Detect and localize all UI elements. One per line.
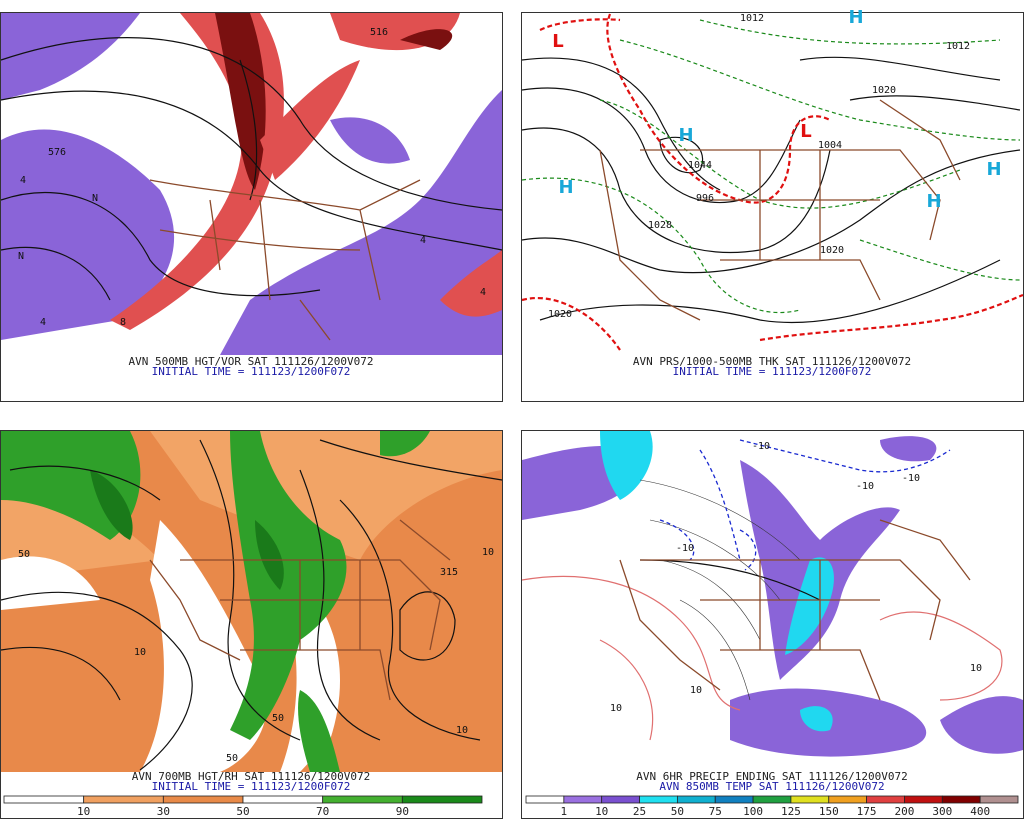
colorbar-label: 1 xyxy=(561,805,568,818)
map-label: 8 xyxy=(120,317,126,328)
colorbar-label: 70 xyxy=(316,805,329,818)
map-label: 10 xyxy=(690,685,702,696)
colorbar-box xyxy=(639,795,678,804)
panel-frame xyxy=(521,12,1024,402)
map-label: -10 xyxy=(752,441,770,452)
colorbar-box xyxy=(563,795,603,804)
colorbar-label: 10 xyxy=(77,805,90,818)
map-label: 1020 xyxy=(872,85,896,96)
caption: AVN PRS/1000-500MB THK SAT 111126/1200V0… xyxy=(633,355,911,368)
map-label: 10 xyxy=(970,663,982,674)
colorbar-box xyxy=(401,795,483,804)
map-label: -10 xyxy=(856,481,874,492)
map-label: 315 xyxy=(440,567,458,578)
caption: AVN 500MB HGT/VOR SAT 111126/1200V072 xyxy=(128,355,373,368)
map-label: -10 xyxy=(676,543,694,554)
colorbar-box xyxy=(676,795,716,804)
map-label: 1012 xyxy=(740,13,764,24)
high-marker: H xyxy=(986,159,1001,180)
colorbar-box xyxy=(828,795,868,804)
map-label: N xyxy=(18,251,24,262)
colorbar-label: 300 xyxy=(932,805,952,818)
map-label: N xyxy=(92,193,98,204)
colorbar-label: 10 xyxy=(595,805,608,818)
map-label: 4 xyxy=(480,287,486,298)
map-label: 516 xyxy=(370,27,388,38)
colorbar-label: 30 xyxy=(157,805,170,818)
subcaption: INITIAL TIME = 111123/1200F072 xyxy=(673,365,872,378)
high-marker: H xyxy=(558,177,573,198)
map-label: 1020 xyxy=(820,245,844,256)
subcaption: AVN 850MB TEMP SAT 111126/1200V072 xyxy=(659,780,884,793)
colorbar-label: 400 xyxy=(970,805,990,818)
colorbar-label: 150 xyxy=(819,805,839,818)
map-label: 996 xyxy=(696,193,714,204)
high-marker: H xyxy=(926,191,941,212)
colorbar-label: 90 xyxy=(396,805,409,818)
map-label: 1044 xyxy=(688,160,712,171)
map-label: 1012 xyxy=(946,41,970,52)
high-marker: H xyxy=(848,7,863,28)
map-label: 576 xyxy=(48,147,66,158)
colorbar-box xyxy=(525,795,565,804)
colorbar-box xyxy=(904,795,943,804)
subcaption: INITIAL TIME = 111123/1200F072 xyxy=(152,780,351,793)
colorbar-box xyxy=(83,795,164,804)
colorbar-box xyxy=(979,795,1019,804)
colorbar-label: 100 xyxy=(743,805,763,818)
map-label: 1028 xyxy=(648,220,672,231)
low-marker: L xyxy=(800,121,811,142)
colorbar-box xyxy=(162,795,244,804)
map-700mb xyxy=(0,431,503,772)
colorbar-box xyxy=(941,795,981,804)
colorbar-box xyxy=(242,795,324,804)
map-label: 1020 xyxy=(548,309,572,320)
map-label: 10 xyxy=(134,647,146,658)
colorbar-label: 50 xyxy=(671,805,684,818)
map-label: 50 xyxy=(272,713,284,724)
colorbar-box xyxy=(752,795,792,804)
map-label: 10 xyxy=(456,725,468,736)
map-label: -10 xyxy=(902,473,920,484)
map-label: 4 xyxy=(420,235,426,246)
subcaption: INITIAL TIME = 111123/1200F072 xyxy=(152,365,351,378)
caption: AVN 700MB HGT/RH SAT 111126/1200V072 xyxy=(132,770,370,783)
map-label: 1004 xyxy=(818,140,842,151)
colorbar-label: 175 xyxy=(857,805,877,818)
map-500mb xyxy=(0,13,503,355)
colorbar-label: 25 xyxy=(633,805,646,818)
map-label: 10 xyxy=(482,547,494,558)
map-precip xyxy=(521,431,1023,772)
map-label: 50 xyxy=(18,549,30,560)
colorbar-label: 50 xyxy=(236,805,249,818)
map-label: 4 xyxy=(20,175,26,186)
colorbar-box xyxy=(3,795,85,804)
colorbar-label: 125 xyxy=(781,805,801,818)
colorbar-box xyxy=(790,795,830,804)
high-marker: H xyxy=(678,125,693,146)
colorbar-label: 200 xyxy=(895,805,915,818)
map-label: 10 xyxy=(610,703,622,714)
colorbar-box xyxy=(866,795,905,804)
map-label: 4 xyxy=(40,317,46,328)
colorbar-box xyxy=(322,795,403,804)
map-label: 50 xyxy=(226,753,238,764)
map-pressure xyxy=(521,13,1024,351)
caption: AVN 6HR PRECIP ENDING SAT 111126/1200V07… xyxy=(636,770,908,783)
colorbar-box xyxy=(601,795,640,804)
colorbar-label: 75 xyxy=(709,805,722,818)
low-marker: L xyxy=(552,31,563,52)
colorbar-box xyxy=(714,795,754,804)
